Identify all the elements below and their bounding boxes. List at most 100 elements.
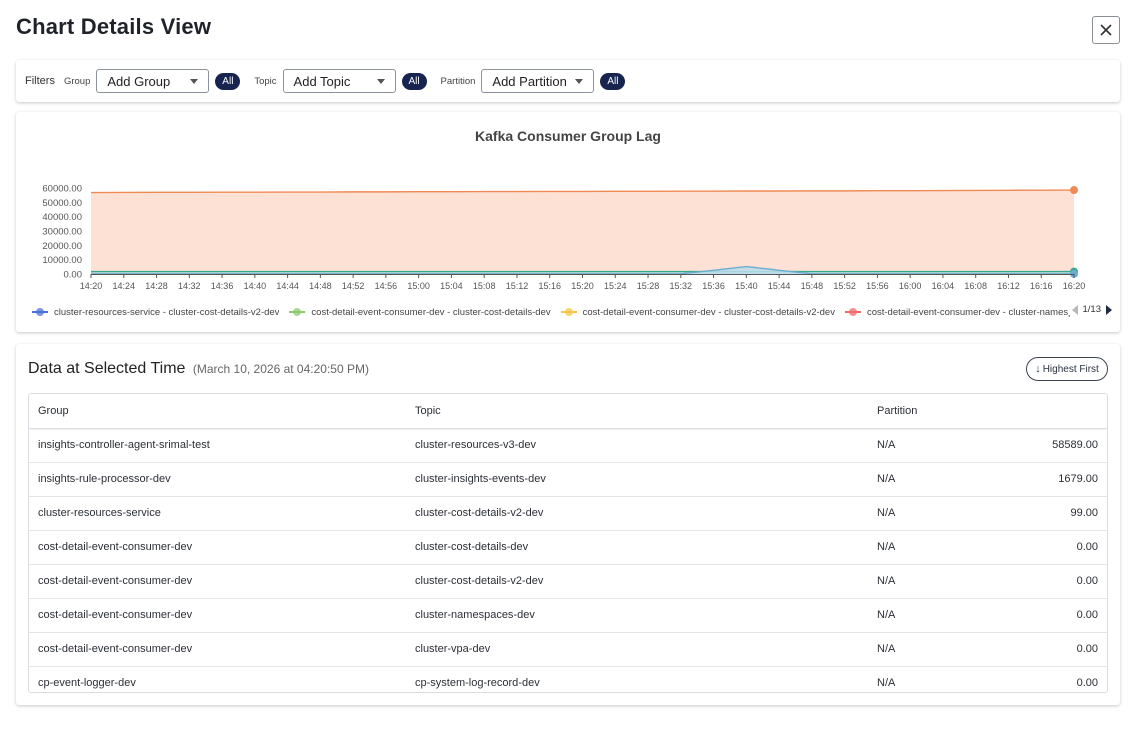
- cell-value: 58589.00: [1052, 439, 1098, 451]
- x-tick-label: 15:36: [702, 281, 725, 291]
- data-table-container[interactable]: Group Topic Partition insights-controlle…: [28, 393, 1108, 693]
- y-tick-label: 60000.00: [42, 184, 82, 195]
- page-title: Chart Details View: [16, 14, 212, 39]
- x-tick-label: 14:52: [342, 281, 365, 291]
- x-tick-label: 14:20: [80, 281, 103, 291]
- column-header-partition[interactable]: Partition: [868, 394, 1008, 429]
- x-tick-label: 15:24: [604, 281, 627, 291]
- legend-label: cost-detail-event-consumer-dev - cluster…: [866, 306, 1073, 318]
- x-tick-label: 16:00: [899, 281, 922, 291]
- x-tick-label: 14:28: [145, 281, 168, 291]
- selected-time: (March 10, 2026 at 04:20:50 PM): [192, 362, 369, 376]
- legend-item[interactable]: cost-detail-event-consumer-dev - cluster…: [560, 307, 835, 318]
- cell-value: 0.00: [1076, 643, 1098, 655]
- cell-partition: N/A: [877, 439, 896, 451]
- cell-partition: N/A: [877, 677, 896, 689]
- group-select-placeholder: Add Group: [107, 73, 171, 89]
- x-tick-label: 16:08: [964, 281, 987, 291]
- x-tick-label: 15:44: [768, 281, 791, 291]
- y-tick-label: 10000.00: [42, 255, 82, 266]
- column-header-group[interactable]: Group: [29, 394, 406, 429]
- x-tick-label: 15:16: [538, 281, 561, 291]
- sort-label: Highest First: [1042, 363, 1099, 375]
- topic-all-toggle[interactable]: All: [401, 72, 427, 90]
- legend-item[interactable]: cost-detail-event-consumer-dev - cluster…: [289, 306, 551, 318]
- column-header-topic[interactable]: Topic: [406, 394, 868, 429]
- x-tick-label: 15:08: [473, 281, 496, 291]
- cell-topic: cluster-cost-details-v2-dev: [415, 507, 544, 519]
- cell-value: 0.00: [1076, 609, 1098, 621]
- partition-select-placeholder: Add Partition: [492, 73, 567, 89]
- legend-prev-icon[interactable]: [1071, 304, 1078, 315]
- x-tick-label: 15:48: [801, 281, 824, 291]
- x-tick-label: 16:12: [997, 281, 1020, 291]
- table-row[interactable]: cluster-resources-service cluster-cost-de…: [29, 496, 1107, 530]
- table-row[interactable]: cost-detail-event-consumer-dev cluster-co…: [29, 530, 1107, 564]
- cell-group: cost-detail-event-consumer-dev: [38, 541, 193, 553]
- legend-pager: 1/13: [1067, 304, 1112, 315]
- cell-topic: cluster-vpa-dev: [415, 643, 491, 655]
- y-tick-label: 50000.00: [42, 198, 82, 209]
- x-tick-label: 14:36: [211, 281, 234, 291]
- chart-title: Kafka Consumer Group Lag: [475, 128, 661, 144]
- y-tick-label: 40000.00: [42, 212, 82, 223]
- legend-item[interactable]: cost-detail-event-consumer-dev - cluster…: [844, 306, 1073, 318]
- table-row[interactable]: cost-detail-event-consumer-dev cluster-vp…: [29, 632, 1107, 666]
- cell-topic: cluster-insights-events-dev: [415, 473, 546, 485]
- group-all-toggle[interactable]: All: [215, 72, 241, 90]
- x-tick-label: 14:32: [178, 281, 201, 291]
- x-tick-label: 15:32: [670, 281, 693, 291]
- legend-label: cluster-resources-service - cluster-cost…: [54, 306, 280, 318]
- topic-filter-label: Topic: [254, 75, 277, 87]
- lag-chart[interactable]: Kafka Consumer Group Lag 60000.00 50000.00…: [16, 112, 1120, 302]
- close-icon: [1100, 24, 1112, 36]
- legend-next-icon[interactable]: [1106, 304, 1112, 315]
- table-row[interactable]: insights-rule-processor-dev cluster-insig…: [29, 462, 1107, 496]
- x-tick-label: 15:04: [440, 281, 463, 291]
- partition-select[interactable]: Add Partition: [481, 69, 595, 93]
- series-end-point: [1070, 269, 1078, 278]
- legend-label: cost-detail-event-consumer-dev - cluster…: [311, 306, 551, 318]
- group-filter-label: Group: [63, 75, 91, 87]
- cell-partition: N/A: [877, 541, 896, 553]
- data-panel: Data at Selected Time (March 10, 2026 at…: [16, 344, 1120, 705]
- cell-group: cp-event-logger-dev: [38, 677, 136, 689]
- x-tick-label: 14:24: [113, 281, 136, 291]
- y-tick-label: 20000.00: [42, 241, 82, 252]
- table-row[interactable]: cost-detail-event-consumer-dev cluster-co…: [29, 564, 1107, 598]
- partition-filter-label: Partition: [440, 75, 476, 87]
- series-end-point: [1070, 186, 1078, 195]
- x-tick-label: 15:56: [866, 281, 889, 291]
- topic-select[interactable]: Add Topic: [282, 69, 396, 93]
- topic-select-placeholder: Add Topic: [293, 73, 351, 89]
- cell-partition: N/A: [877, 575, 896, 587]
- x-tick-label: 15:20: [571, 281, 594, 291]
- legend-item[interactable]: cluster-resources-service - cluster-cost…: [32, 307, 279, 318]
- table-row[interactable]: cost-detail-event-consumer-dev cluster-na…: [29, 598, 1107, 632]
- x-tick-label: 14:56: [375, 281, 398, 291]
- sort-highest-first-button[interactable]: ↓ Highest First: [1026, 357, 1108, 381]
- table-row[interactable]: cp-event-logger-dev cp-system-log-record-…: [29, 666, 1107, 692]
- data-section-title: Data at Selected Time (March 10, 2026 at…: [28, 360, 369, 378]
- chart-legend: cluster-resources-service - cluster-cost…: [32, 304, 1120, 320]
- table-header-row: Group Topic Partition: [29, 394, 1107, 429]
- series-line: [90, 189, 1075, 194]
- close-button[interactable]: [1092, 16, 1120, 44]
- cell-partition: N/A: [877, 643, 896, 655]
- cell-value: 0.00: [1076, 677, 1098, 689]
- table-row[interactable]: insights-controller-agent-srimal-test clu…: [29, 428, 1107, 462]
- cell-group: cost-detail-event-consumer-dev: [38, 575, 193, 587]
- filters-label: Filters: [25, 75, 55, 87]
- group-select[interactable]: Add Group: [96, 69, 210, 93]
- partition-all-toggle[interactable]: All: [600, 72, 626, 90]
- x-tick-label: 14:44: [276, 281, 299, 291]
- cell-group: cost-detail-event-consumer-dev: [38, 609, 193, 621]
- chevron-down-icon: [575, 78, 584, 84]
- cell-topic: cp-system-log-record-dev: [415, 677, 540, 689]
- cell-topic: cluster-cost-details-dev: [415, 541, 529, 553]
- chart-panel: Kafka Consumer Group Lag 60000.00 50000.00…: [16, 112, 1120, 332]
- chevron-down-icon: [190, 78, 199, 84]
- x-tick-label: 16:20: [1063, 281, 1086, 291]
- cell-value: 0.00: [1076, 541, 1098, 553]
- legend-marker-icon: [560, 308, 577, 316]
